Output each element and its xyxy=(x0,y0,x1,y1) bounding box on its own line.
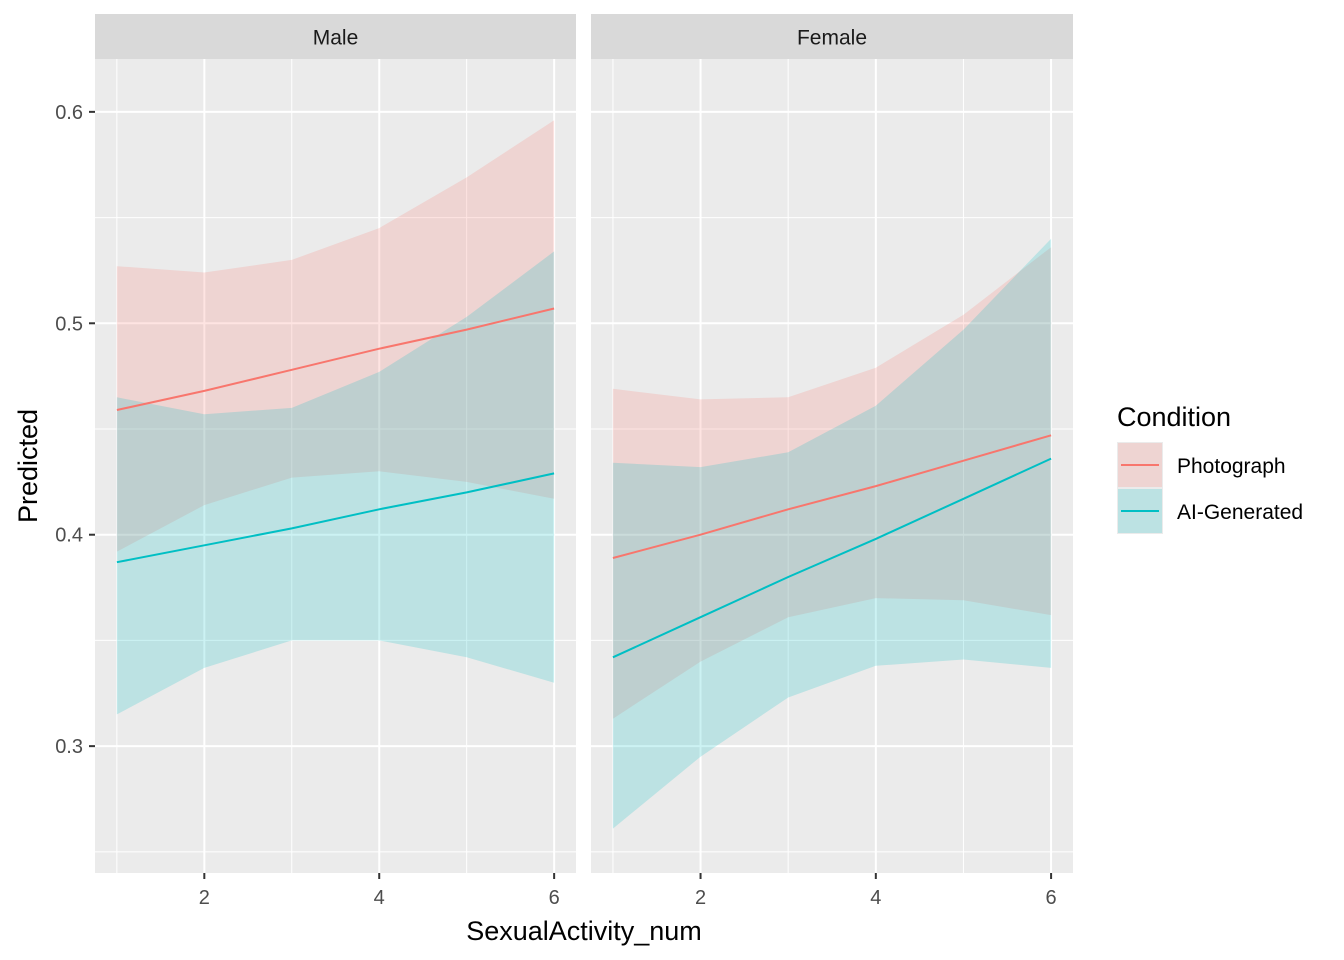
legend-key xyxy=(1117,442,1163,488)
x-tick-label: 6 xyxy=(549,887,560,909)
x-axis-title: SexualActivity_num xyxy=(466,916,702,946)
panel-background xyxy=(95,59,576,873)
series-line-ai-generated xyxy=(612,457,1052,659)
facet-strip-label: Female xyxy=(797,27,867,50)
x-tick-label: 2 xyxy=(695,887,706,909)
legend: Condition Photograph AI-Generated xyxy=(1117,402,1303,534)
y-tick-label: 0.6 xyxy=(55,102,83,124)
confidence-band-photograph xyxy=(116,120,555,552)
legend-label: AI-Generated xyxy=(1177,501,1303,524)
legend-key xyxy=(1117,488,1163,534)
y-tick-label: 0.3 xyxy=(55,736,83,758)
facet-panel-female: Female 2 4 6 xyxy=(591,14,1073,909)
series-line-photograph xyxy=(116,307,555,411)
facet-strip-label: Male xyxy=(313,27,359,50)
y-axis-title: Predicted xyxy=(13,409,43,523)
legend-title: Condition xyxy=(1117,402,1231,432)
legend-label: Photograph xyxy=(1177,455,1286,478)
series-line-photograph xyxy=(612,434,1052,559)
facet-strip xyxy=(591,14,1073,59)
x-tick-label: 4 xyxy=(374,887,385,909)
y-tick-label: 0.4 xyxy=(55,525,83,547)
series-line-ai-generated xyxy=(116,472,555,564)
confidence-band-photograph xyxy=(612,247,1052,719)
y-tick-label: 0.5 xyxy=(55,313,83,335)
facet-panel-male: Male 2 4 6 xyxy=(95,14,576,909)
confidence-band-ai-generated xyxy=(116,251,555,715)
panel-background xyxy=(591,59,1073,873)
x-tick-label: 6 xyxy=(1046,887,1057,909)
confidence-band-ai-generated xyxy=(612,238,1052,829)
facet-strip xyxy=(95,14,576,59)
x-tick-label: 4 xyxy=(870,887,881,909)
x-tick-label: 2 xyxy=(199,887,210,909)
